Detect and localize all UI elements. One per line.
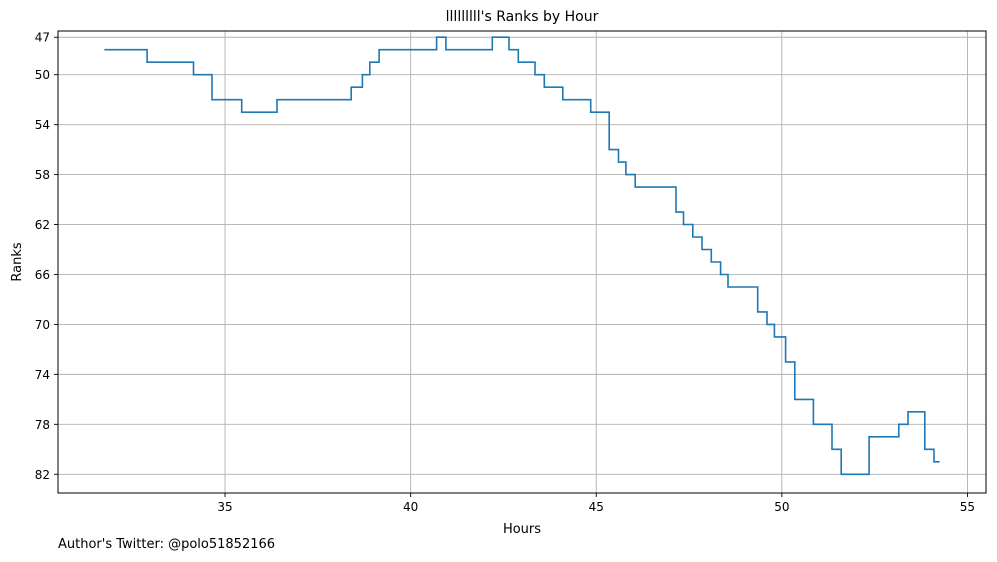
x-tick-label: 45 (589, 500, 604, 514)
x-axis-ticks: 35 40 45 50 55 (217, 493, 975, 514)
y-tick-label: 78 (35, 418, 50, 432)
x-tick-label: 35 (217, 500, 232, 514)
y-tick-label: 54 (35, 118, 50, 132)
x-tick-label: 50 (774, 500, 789, 514)
x-tick-label: 40 (403, 500, 418, 514)
series-line (104, 36, 940, 476)
grid-lines (58, 31, 986, 493)
y-tick-label: 82 (35, 468, 50, 482)
y-tick-label: 47 (35, 31, 50, 45)
x-tick-label: 55 (960, 500, 975, 514)
y-tick-label: 62 (35, 218, 50, 232)
plot-frame (57, 30, 987, 494)
y-axis-ticks: 47 50 54 58 62 66 70 74 78 82 (35, 31, 58, 482)
chart-title: lllllllll's Ranks by Hour (446, 9, 599, 25)
y-tick-label: 58 (35, 168, 50, 182)
y-axis-label: Ranks (10, 242, 25, 281)
author-note: Author's Twitter: @polo51852166 (58, 537, 276, 552)
y-tick-label: 66 (35, 268, 50, 282)
x-axis-label: Hours (503, 522, 541, 537)
y-tick-label: 74 (35, 368, 50, 382)
y-tick-label: 50 (35, 68, 50, 82)
y-tick-label: 70 (35, 318, 50, 332)
